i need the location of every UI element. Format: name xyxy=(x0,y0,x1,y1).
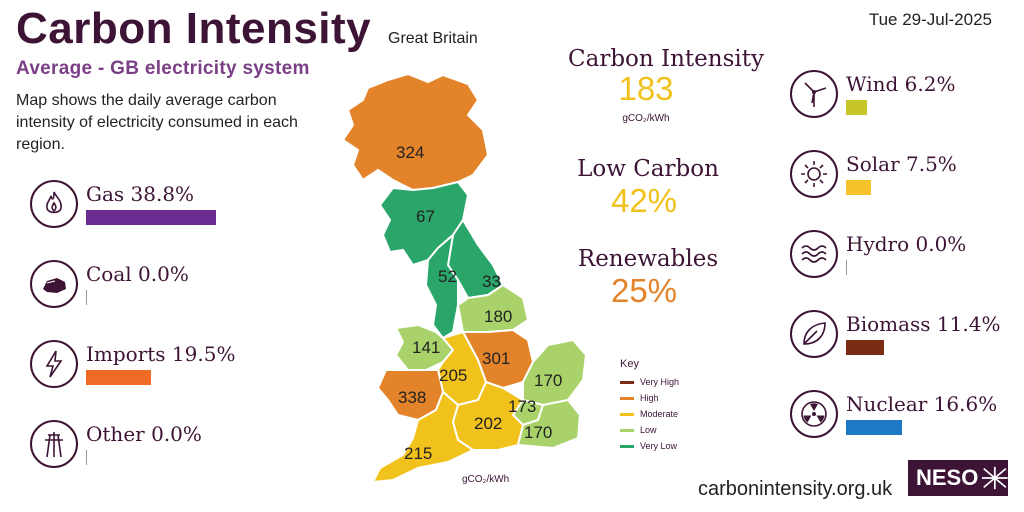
region-label: Great Britain xyxy=(388,30,478,47)
map-label-north-scotland: 324 xyxy=(396,143,424,162)
map-region-north-west-england xyxy=(424,232,459,340)
map-region-north-scotland xyxy=(341,72,490,192)
right-fuel-label-biomass: Biomass 11.4% xyxy=(846,312,1001,336)
date-label: Tue 29-Jul-2025 xyxy=(868,10,992,29)
key-item-very-low: Very Low xyxy=(620,441,677,451)
key-swatch xyxy=(620,412,634,416)
right-fuel-bar-solar xyxy=(846,180,871,195)
map-label-south-wales: 338 xyxy=(398,388,426,407)
low-carbon-value: 42% xyxy=(610,182,678,219)
left-fuel-label-gas: Gas 38.8% xyxy=(86,182,195,206)
key-item-low: Low xyxy=(620,425,657,435)
union-flag-icon xyxy=(982,466,1008,490)
gb-map: 324 67 52 33 180 141 205 301 170 338 173… xyxy=(341,72,588,484)
map-label-south-scotland: 67 xyxy=(416,207,435,226)
key-item-high: High xyxy=(620,393,659,403)
radiation-icon xyxy=(790,390,838,438)
left-fuel-bar-gas xyxy=(86,210,216,225)
map-label-north-east-england: 33 xyxy=(482,272,501,291)
map-label-yorkshire: 180 xyxy=(484,307,512,326)
key-label: Very High xyxy=(640,377,680,387)
key-label: High xyxy=(640,393,659,403)
right-fuel-label-nuclear: Nuclear 16.6% xyxy=(846,392,998,416)
left-fuel-bar-other xyxy=(86,450,87,465)
left-fuel-bar-coal xyxy=(86,290,87,305)
map-label-north-wales: 141 xyxy=(412,338,440,357)
map-label-west-midlands: 205 xyxy=(439,366,467,385)
waves-icon xyxy=(790,230,838,278)
description: Map shows the daily average carbon inten… xyxy=(16,92,298,153)
carbon-intensity-unit: gCO₂/kWh xyxy=(622,113,670,124)
right-fuel-bar-nuclear xyxy=(846,420,902,435)
key-title: Key xyxy=(620,358,639,370)
key-swatch xyxy=(620,396,634,400)
renewables-value: 25% xyxy=(610,272,678,309)
renewables-label: Renewables xyxy=(577,246,719,272)
lightning-icon xyxy=(30,340,78,388)
key-item-moderate: Moderate xyxy=(620,409,678,419)
subtitle: Average - GB electricity system xyxy=(16,58,310,79)
key-swatch xyxy=(620,428,634,432)
map-label-east-midlands: 301 xyxy=(482,349,510,368)
map-label-london: 173 xyxy=(508,397,536,416)
key-label: Very Low xyxy=(640,441,678,451)
carbon-intensity-label: Carbon Intensity xyxy=(568,46,764,72)
flame-icon xyxy=(30,180,78,228)
left-fuel-label-other: Other 0.0% xyxy=(86,422,202,446)
left-fuel-bar-imports xyxy=(86,370,151,385)
right-fuel-bar-hydro xyxy=(846,260,847,275)
left-fuel-label-imports: Imports 19.5% xyxy=(86,342,236,366)
map-region-south-west-england xyxy=(371,390,476,484)
neso-logo: NESO xyxy=(908,460,1008,496)
right-fuel-label-solar: Solar 7.5% xyxy=(846,152,957,176)
key-label: Low xyxy=(640,425,657,435)
sun-icon xyxy=(790,150,838,198)
page-title: Carbon Intensity xyxy=(16,4,372,53)
right-fuel-label-hydro: Hydro 0.0% xyxy=(846,232,967,256)
website-url: carbonintensity.org.uk xyxy=(698,478,893,500)
map-label-south-east-england: 170 xyxy=(524,423,552,442)
key-swatch xyxy=(620,380,634,384)
coal-icon xyxy=(30,260,78,308)
map-label-north-west-england: 52 xyxy=(438,267,457,286)
map-label-east-england: 170 xyxy=(534,371,562,390)
map-region-south-east-england xyxy=(516,398,582,450)
right-fuel-bar-wind xyxy=(846,100,867,115)
wind-turbine-icon xyxy=(790,70,838,118)
leaf-icon xyxy=(790,310,838,358)
key-label: Moderate xyxy=(640,409,679,419)
pylon-icon xyxy=(30,420,78,468)
key-item-very-high: Very High xyxy=(620,377,679,387)
right-fuel-bar-biomass xyxy=(846,340,884,355)
map-label-south-west-england: 215 xyxy=(404,444,432,463)
key-swatch xyxy=(620,444,634,448)
map-region-east-england xyxy=(522,338,588,407)
right-fuel-label-wind: Wind 6.2% xyxy=(846,72,956,96)
left-fuel-label-coal: Coal 0.0% xyxy=(86,262,189,286)
map-label-south-england: 202 xyxy=(474,414,502,433)
map-unit-label: gCO₂/kWh xyxy=(462,474,510,485)
neso-logo-text: NESO xyxy=(916,465,979,490)
low-carbon-label: Low Carbon xyxy=(577,156,719,182)
carbon-intensity-value: 183 xyxy=(618,70,674,107)
